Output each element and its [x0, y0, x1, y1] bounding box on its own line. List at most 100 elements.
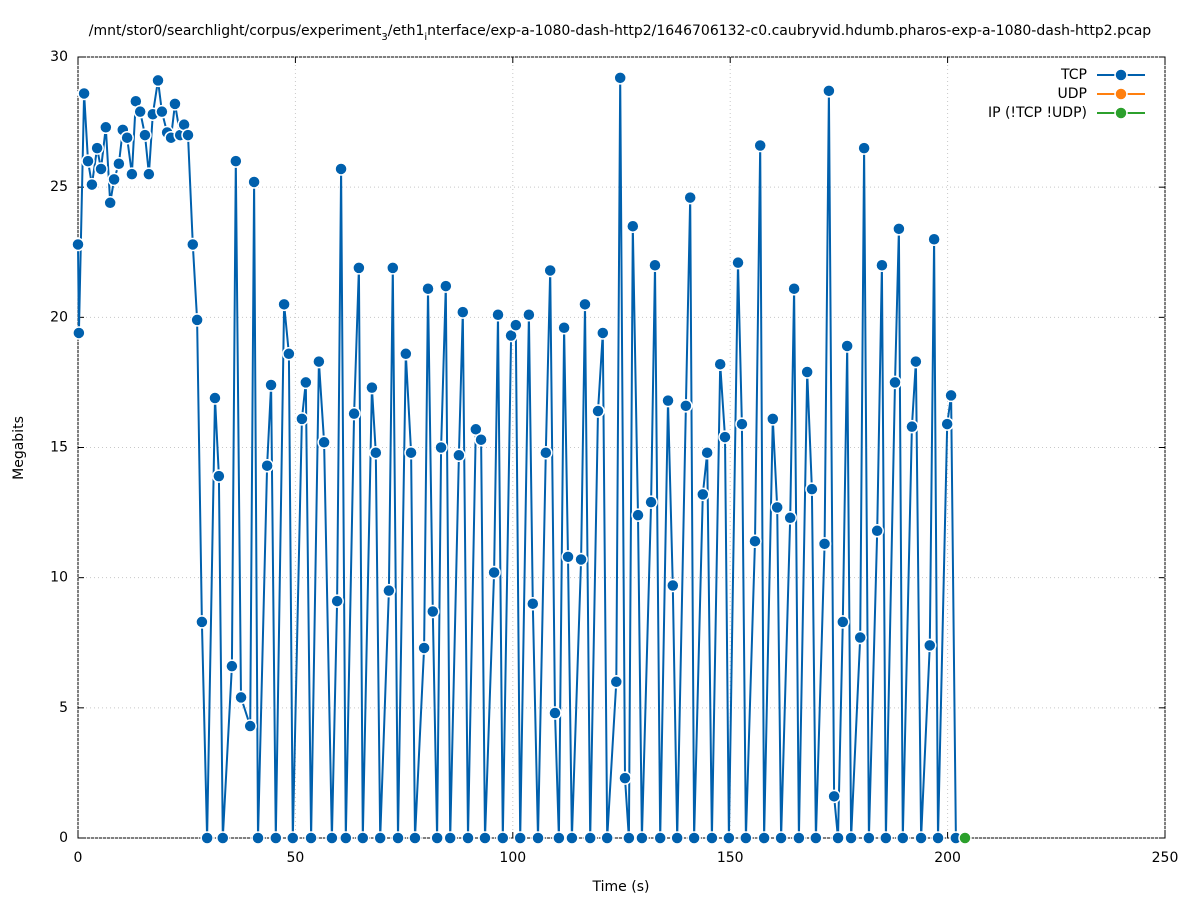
data-point: [644, 495, 658, 509]
data-point: [574, 552, 588, 567]
data-point: [940, 417, 954, 431]
data-point: [133, 104, 147, 119]
data-point: [679, 399, 693, 413]
y-tick-label: 20: [50, 309, 68, 325]
data-point: [522, 307, 536, 322]
data-point: [474, 432, 488, 447]
data-point: [77, 86, 91, 101]
y-tick-label: 5: [59, 700, 68, 716]
data-point: [596, 326, 610, 340]
data-point: [809, 831, 823, 845]
data-point: [243, 719, 257, 733]
data-point: [417, 641, 431, 655]
data-point: [404, 445, 418, 460]
data-point: [561, 550, 575, 564]
data-point: [216, 831, 230, 845]
data-point: [548, 706, 562, 720]
data-point: [683, 190, 697, 205]
data-point: [892, 222, 906, 236]
data-point: [190, 313, 204, 327]
data-point: [817, 537, 832, 551]
data-point: [168, 97, 182, 111]
data-point: [200, 831, 214, 845]
data-point: [958, 831, 972, 845]
data-point: [234, 690, 248, 705]
data-point: [90, 141, 104, 155]
data-point: [896, 831, 910, 845]
data-point: [840, 339, 854, 353]
data-point: [155, 104, 169, 119]
x-tick-label: 150: [717, 850, 744, 866]
data-point: [330, 594, 344, 608]
data-point: [543, 263, 557, 278]
data-point: [927, 232, 941, 246]
data-point: [195, 615, 209, 629]
data-point: [312, 354, 326, 369]
data-point: [369, 445, 383, 460]
data-point: [800, 365, 814, 379]
data-point: [264, 378, 278, 392]
data-point: [787, 281, 801, 296]
data-point: [914, 831, 928, 845]
data-point: [648, 258, 662, 273]
legend-label: IP (!TCP !UDP): [988, 105, 1087, 121]
data-point: [578, 297, 592, 312]
data-point: [923, 638, 937, 653]
data-point: [862, 831, 876, 845]
data-point: [700, 445, 714, 460]
data-point: [931, 831, 945, 845]
data-point: [317, 435, 331, 450]
data-point: [325, 831, 339, 845]
data-point: [696, 487, 710, 502]
data-point: [731, 255, 745, 270]
data-point: [225, 659, 239, 673]
data-point: [181, 128, 195, 142]
data-point: [373, 831, 387, 845]
data-point: [81, 154, 95, 168]
y-tick-label: 0: [59, 830, 68, 846]
data-point: [299, 375, 313, 390]
data-point: [591, 404, 605, 418]
data-point: [120, 130, 134, 145]
data-point: [753, 138, 767, 153]
data-point: [138, 128, 152, 142]
data-point: [456, 305, 470, 319]
data-point: [103, 196, 117, 210]
data-point: [491, 307, 505, 322]
data-point: [565, 831, 579, 845]
x-tick-label: 100: [499, 850, 526, 866]
x-tick-label: 200: [934, 850, 961, 866]
y-tick-label: 25: [50, 179, 68, 195]
data-point: [631, 508, 645, 522]
legend-marker: [1114, 106, 1128, 120]
data-point: [443, 831, 457, 845]
data-point: [557, 320, 571, 335]
x-tick-label: 0: [74, 850, 83, 866]
data-point: [282, 347, 296, 361]
data-point: [766, 412, 780, 426]
data-point: [365, 380, 379, 395]
data-point: [496, 831, 510, 845]
legend-label: UDP: [1058, 86, 1087, 102]
data-point: [687, 831, 701, 845]
data-point: [705, 831, 719, 845]
data-point: [112, 156, 126, 171]
data-point: [770, 500, 784, 515]
data-point: [269, 831, 283, 845]
data-point: [822, 84, 836, 98]
data-point: [469, 422, 483, 437]
data-point: [713, 357, 727, 371]
data-point: [426, 604, 440, 619]
data-point: [229, 154, 243, 168]
data-point: [408, 831, 422, 845]
data-point: [857, 141, 871, 155]
data-point: [142, 167, 156, 181]
y-tick-label: 10: [50, 570, 68, 586]
data-point: [391, 831, 405, 845]
data-point: [618, 771, 632, 785]
y-axis-label: Megabits: [11, 416, 27, 480]
data-point: [626, 219, 640, 233]
data-point: [666, 578, 680, 593]
data-point: [304, 831, 318, 845]
x-tick-label: 250: [1152, 850, 1179, 866]
